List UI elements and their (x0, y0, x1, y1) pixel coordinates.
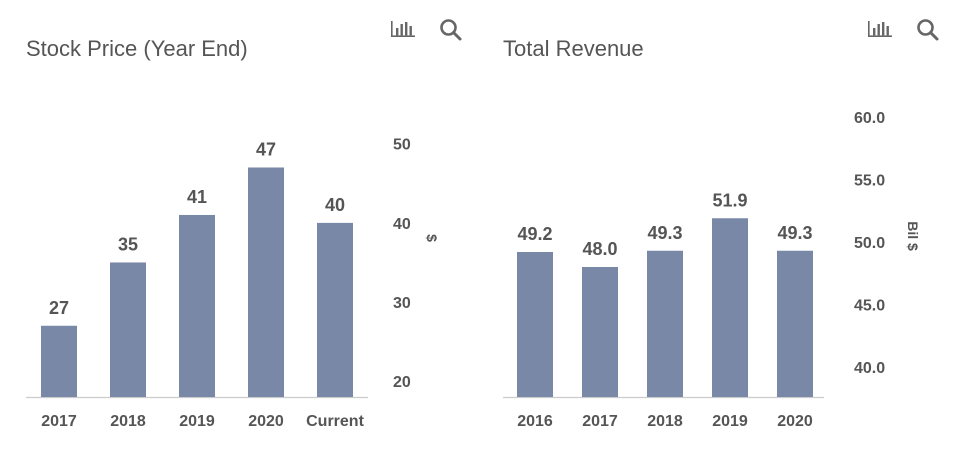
bar[interactable] (110, 262, 146, 397)
total-revenue-chart: 49.2 2016 48.0 2017 49.3 2018 51.9 2019 49.3 2020… (503, 110, 885, 430)
bar[interactable] (712, 218, 748, 397)
y-tick-label: 50.0 (854, 235, 885, 252)
data-label: 27 (49, 298, 69, 318)
bar[interactable] (317, 222, 353, 397)
bar[interactable] (41, 325, 77, 397)
data-label: 49.2 (517, 224, 552, 244)
x-tick-label: 2018 (110, 413, 146, 430)
bar[interactable] (777, 250, 813, 397)
bar[interactable] (582, 267, 618, 397)
stock-price-panel: Stock Price (Year End) 27 2017 35 2018 41 201… (26, 14, 466, 430)
y-tick-label: 55.0 (854, 173, 885, 190)
y-tick-label: 40.0 (854, 360, 885, 377)
x-tick-label: 2020 (777, 413, 813, 430)
data-label: 40 (325, 195, 345, 215)
data-label: 47 (256, 139, 276, 159)
search-icon[interactable] (436, 14, 466, 44)
data-label: 49.3 (647, 223, 682, 243)
y-axis-unit: Bil $ (904, 221, 921, 251)
x-tick-label: 2019 (179, 413, 215, 430)
bar[interactable] (248, 167, 284, 397)
data-label: 51.9 (712, 190, 747, 210)
data-label: 48.0 (582, 239, 617, 259)
data-label: 41 (187, 187, 207, 207)
x-tick-label: 2019 (712, 413, 748, 430)
total-revenue-panel: Total Revenue 49.2 2016 48.0 2017 49.3 2018 51… (480, 0, 959, 458)
chart-title: Total Revenue (503, 36, 644, 61)
x-tick-label: 2020 (248, 413, 284, 430)
y-tick-label: 50 (393, 137, 411, 154)
chart-title: Stock Price (Year End) (26, 36, 248, 61)
bar[interactable] (179, 214, 215, 397)
y-tick-label: 20 (393, 374, 411, 391)
x-tick-label: Current (306, 413, 364, 430)
data-label: 35 (118, 234, 138, 254)
y-tick-label: 40 (393, 216, 411, 233)
bar[interactable] (517, 252, 553, 397)
y-tick-label: 45.0 (854, 298, 885, 315)
x-tick-label: 2016 (517, 413, 553, 430)
x-tick-label: 2018 (647, 413, 683, 430)
search-icon[interactable] (913, 14, 943, 44)
y-axis-unit: $ (423, 234, 440, 242)
y-tick-label: 60.0 (854, 110, 885, 127)
data-label: 49.3 (777, 223, 812, 243)
y-tick-label: 30 (393, 295, 411, 312)
bar-chart-icon[interactable] (865, 14, 895, 44)
x-tick-label: 2017 (582, 413, 618, 430)
x-tick-label: 2017 (41, 413, 77, 430)
bar-chart-icon[interactable] (388, 14, 418, 44)
bar[interactable] (647, 250, 683, 397)
stock-price-chart: 27 2017 35 2018 41 2019 47 2020 40 Current 20 30 40 5… (26, 137, 411, 430)
